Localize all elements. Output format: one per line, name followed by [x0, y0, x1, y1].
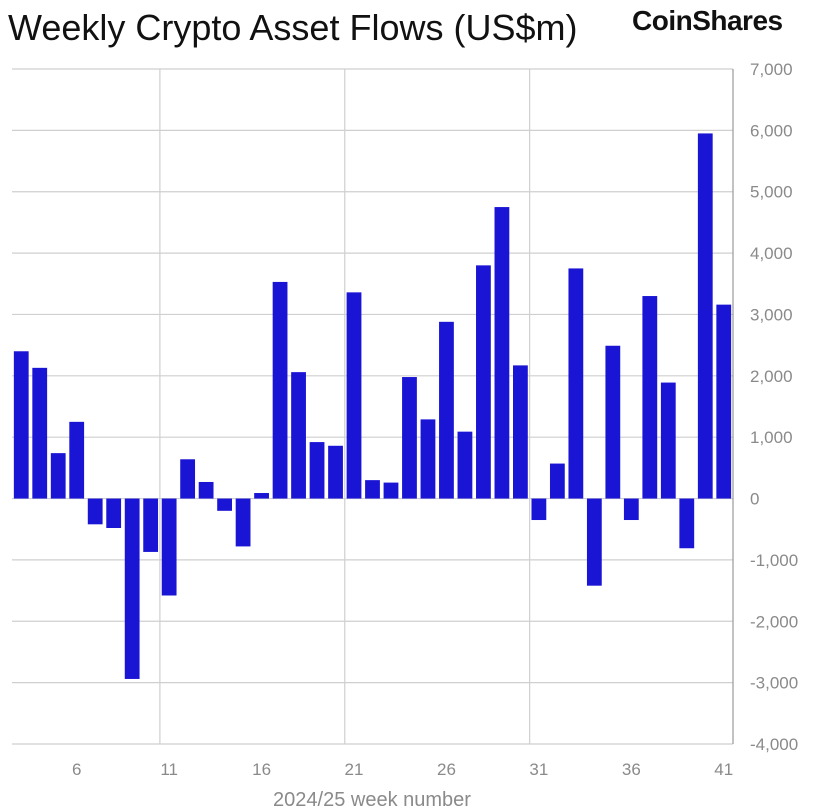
bar	[346, 292, 362, 499]
bar	[568, 268, 584, 499]
bar	[272, 281, 288, 499]
bar	[180, 459, 196, 499]
x-tick-label: 6	[72, 760, 81, 779]
bar	[476, 265, 491, 499]
y-tick-label: 6,000	[750, 121, 793, 140]
bar	[217, 498, 232, 511]
axes: 7,000 6,000 5,000 4,000 3,000 2,000 1,000 0 -1,0…	[72, 60, 798, 779]
bar	[402, 377, 417, 499]
gridlines	[12, 68, 733, 745]
bar	[32, 367, 48, 499]
bar	[69, 421, 85, 499]
bar	[679, 498, 695, 549]
x-tick-label: 16	[252, 760, 271, 779]
y-tick-label: 0	[750, 490, 759, 509]
x-axis-label: 2024/25 week number	[273, 789, 471, 811]
y-tick-label: -1,000	[750, 551, 798, 570]
bar	[586, 498, 602, 586]
x-tick-label: 36	[622, 760, 641, 779]
bars	[13, 133, 732, 679]
bar	[143, 498, 159, 552]
bar	[235, 498, 251, 547]
bar	[623, 498, 639, 521]
bar	[198, 481, 214, 499]
chart-title: Weekly Crypto Asset Flows (US$m)	[8, 7, 577, 48]
bar	[13, 351, 29, 499]
bar	[161, 498, 177, 596]
bar	[642, 296, 658, 499]
bar	[106, 498, 122, 528]
y-tick-label: 4,000	[750, 244, 793, 263]
bar	[549, 463, 565, 499]
y-tick-label: 2,000	[750, 367, 793, 386]
y-tick-label: -3,000	[750, 674, 798, 693]
bar	[513, 365, 528, 499]
bar	[605, 345, 621, 499]
y-tick-label: 7,000	[750, 60, 793, 79]
brand-logo: CoinShares	[632, 5, 783, 36]
bar	[716, 304, 732, 499]
bar	[457, 431, 473, 499]
bar	[660, 382, 676, 499]
bar	[291, 372, 306, 499]
bar	[254, 493, 269, 499]
y-tick-label: -4,000	[750, 735, 798, 754]
bar	[531, 498, 547, 521]
bar	[309, 442, 325, 499]
y-tick-label: 3,000	[750, 305, 793, 324]
bar	[328, 445, 343, 499]
x-tick-label: 26	[437, 760, 456, 779]
x-tick-label: 11	[160, 760, 178, 779]
bar	[50, 453, 66, 499]
y-tick-label: 5,000	[750, 183, 793, 202]
bar	[87, 498, 103, 525]
bar	[365, 480, 380, 499]
bar	[697, 133, 713, 499]
y-tick-label: -2,000	[750, 612, 798, 631]
x-tick-label: 21	[345, 760, 364, 779]
x-tick-label: 31	[529, 760, 548, 779]
bar	[124, 498, 140, 679]
bar	[420, 419, 436, 499]
bar	[439, 321, 454, 499]
y-tick-label: 1,000	[750, 428, 793, 447]
bar	[383, 482, 399, 499]
bar	[494, 207, 510, 499]
x-tick-label: 41	[714, 760, 733, 779]
